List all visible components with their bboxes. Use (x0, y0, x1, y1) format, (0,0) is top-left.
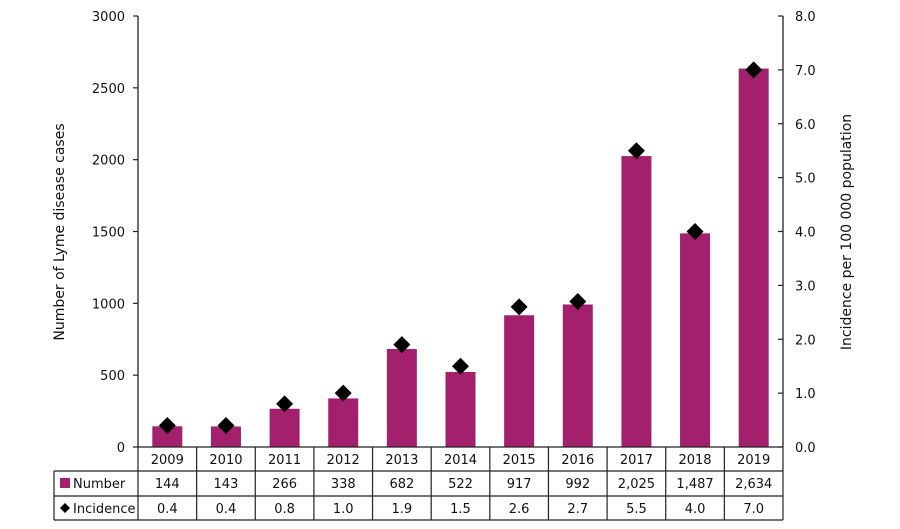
incidence-cell: 0.4 (157, 502, 178, 517)
bar-2011 (269, 408, 300, 447)
number-cell: 682 (389, 477, 414, 492)
number-cell: 1,487 (676, 477, 713, 492)
number-cell: 144 (155, 477, 180, 492)
bar-2019 (738, 68, 769, 447)
year-cell: 2018 (678, 453, 711, 468)
y2-tick-label: 6.0 (795, 118, 816, 133)
y-tick-label: 500 (100, 369, 125, 384)
y2-tick-label: 4.0 (795, 226, 816, 241)
diamond-marker-icon (217, 416, 235, 434)
row-label-number: Number (73, 477, 126, 492)
y2-tick-label: 7.0 (795, 64, 816, 79)
row-label-incidence: Incidence (73, 502, 135, 517)
diamond-marker-icon (393, 336, 411, 354)
incidence-cell: 1.9 (392, 502, 413, 517)
incidence-cell: 7.0 (743, 502, 764, 517)
year-cell: 2016 (561, 453, 594, 468)
bar-2016 (562, 304, 593, 447)
bar-2018 (680, 233, 711, 447)
year-cell: 2017 (620, 453, 653, 468)
y-tick-label: 0 (117, 441, 125, 456)
number-bars (152, 68, 769, 447)
number-cell: 522 (448, 477, 473, 492)
year-cell: 2015 (503, 453, 536, 468)
incidence-markers (158, 61, 763, 434)
year-cell: 2014 (444, 453, 477, 468)
year-cell: 2019 (737, 453, 770, 468)
incidence-cell: 0.4 (216, 502, 237, 517)
y-tick-label: 1000 (92, 297, 125, 312)
bar-2015 (504, 315, 535, 447)
number-cell: 2,025 (618, 477, 655, 492)
number-cell: 992 (565, 477, 590, 492)
left-axis-ticks: 0 500 1000 1500 2000 2500 3000 (92, 10, 138, 456)
incidence-cell: 5.5 (626, 502, 647, 517)
number-cell: 338 (331, 477, 356, 492)
bar-2013 (386, 349, 417, 447)
incidence-cell: 2.7 (567, 502, 588, 517)
number-cell: 2,634 (735, 477, 772, 492)
incidence-cell: 4.0 (685, 502, 706, 517)
incidence-cell: 2.6 (509, 502, 530, 517)
diamond-marker-icon (276, 395, 294, 413)
y-tick-label: 1500 (92, 226, 125, 241)
diamond-marker-icon (745, 61, 763, 79)
number-cell: 143 (214, 477, 239, 492)
number-cell: 917 (507, 477, 532, 492)
y2-tick-label: 5.0 (795, 172, 816, 187)
incidence-cell: 1.0 (333, 502, 354, 517)
diamond-marker-icon (686, 223, 704, 240)
y-tick-label: 2000 (92, 154, 125, 169)
y-tick-label: 2500 (92, 82, 125, 97)
y2-tick-label: 3.0 (795, 279, 816, 294)
bar-2017 (621, 156, 652, 447)
year-cell: 2012 (327, 453, 360, 468)
year-cell: 2011 (268, 453, 301, 468)
y2-tick-label: 1.0 (795, 387, 816, 402)
bar-2012 (328, 398, 359, 447)
diamond-marker-icon (452, 357, 469, 375)
year-cell: 2009 (151, 453, 184, 468)
number-legend-square-icon (60, 478, 70, 488)
bar-2009 (152, 426, 183, 447)
y2-tick-label: 0.0 (795, 441, 816, 456)
diamond-marker-icon (510, 298, 528, 316)
incidence-cell: 0.8 (274, 502, 295, 517)
right-axis-title: Incidence per 100 000 population (839, 114, 855, 350)
diamond-marker-icon (627, 142, 645, 160)
bar-2014 (445, 372, 476, 447)
left-axis-title: Number of Lyme disease cases (52, 123, 68, 340)
incidence-legend-diamond-icon (60, 503, 70, 513)
diamond-marker-icon (158, 416, 176, 434)
number-cell: 266 (272, 477, 297, 492)
right-axis-ticks: 0.0 1.0 2.0 3.0 4.0 5.0 6.0 7.0 8.0 (778, 10, 816, 456)
y2-tick-label: 8.0 (795, 10, 816, 25)
y-tick-label: 3000 (92, 10, 125, 25)
year-cell: 2013 (385, 453, 418, 468)
year-cell: 2010 (209, 453, 242, 468)
y2-tick-label: 2.0 (795, 333, 816, 348)
diamond-marker-icon (569, 293, 587, 311)
bar-2010 (210, 426, 241, 447)
data-table: Number Incidence 2009 144 0.4 2010 143 0.4 2011 2… (53, 446, 784, 521)
diamond-marker-icon (334, 384, 352, 402)
incidence-cell: 1.5 (450, 502, 471, 517)
